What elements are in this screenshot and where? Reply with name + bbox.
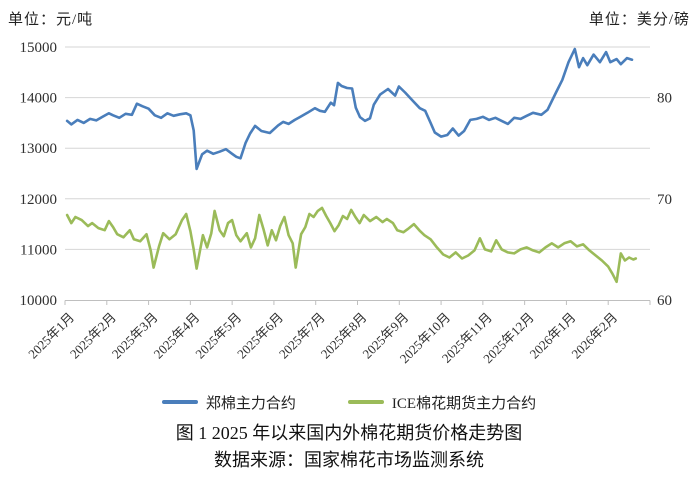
y-axis-left-label: 12000 bbox=[20, 192, 58, 208]
y-axis-left-label: 11000 bbox=[20, 242, 57, 258]
y-axis-left-label: 14000 bbox=[20, 91, 58, 107]
zhengmian-line-swatch bbox=[161, 400, 198, 404]
y-axis-right-label: 80 bbox=[657, 91, 672, 107]
x-axis-label: 2026年2月 bbox=[568, 310, 620, 362]
y-axis-left-label: 15000 bbox=[20, 40, 58, 56]
y-axis-right-label: 70 bbox=[657, 192, 672, 208]
data-source-caption: 数据来源：国家棉花市场监测系统 bbox=[214, 450, 484, 470]
ice-line-swatch bbox=[347, 400, 384, 404]
price-trend-chart: 1500014000130001200011000100008070602025… bbox=[20, 40, 673, 366]
ice-series-line bbox=[65, 206, 638, 284]
y-axis-left-label: 13000 bbox=[20, 141, 58, 157]
y-axis-right-label: 60 bbox=[657, 293, 672, 309]
figure-caption: 图 1 2025 年以来国内外棉花期货价格走势图 bbox=[175, 423, 523, 443]
zhengmian-series-line bbox=[65, 47, 634, 171]
chart-legend: 郑棉主力合约 ICE棉花期货主力合约 bbox=[0, 392, 698, 412]
left-axis-unit-label: 单位：元/吨 bbox=[8, 12, 94, 28]
right-axis-unit-label: 单位：美分/磅 bbox=[588, 12, 690, 28]
legend-label-ice: ICE棉花期货主力合约 bbox=[391, 395, 537, 412]
y-axis-left-label: 10000 bbox=[20, 293, 58, 309]
legend-label-zhengmian: 郑棉主力合约 bbox=[205, 395, 296, 412]
legend-item-ice: ICE棉花期货主力合约 bbox=[347, 392, 537, 413]
legend-item-zhengmian: 郑棉主力合约 bbox=[161, 392, 296, 413]
